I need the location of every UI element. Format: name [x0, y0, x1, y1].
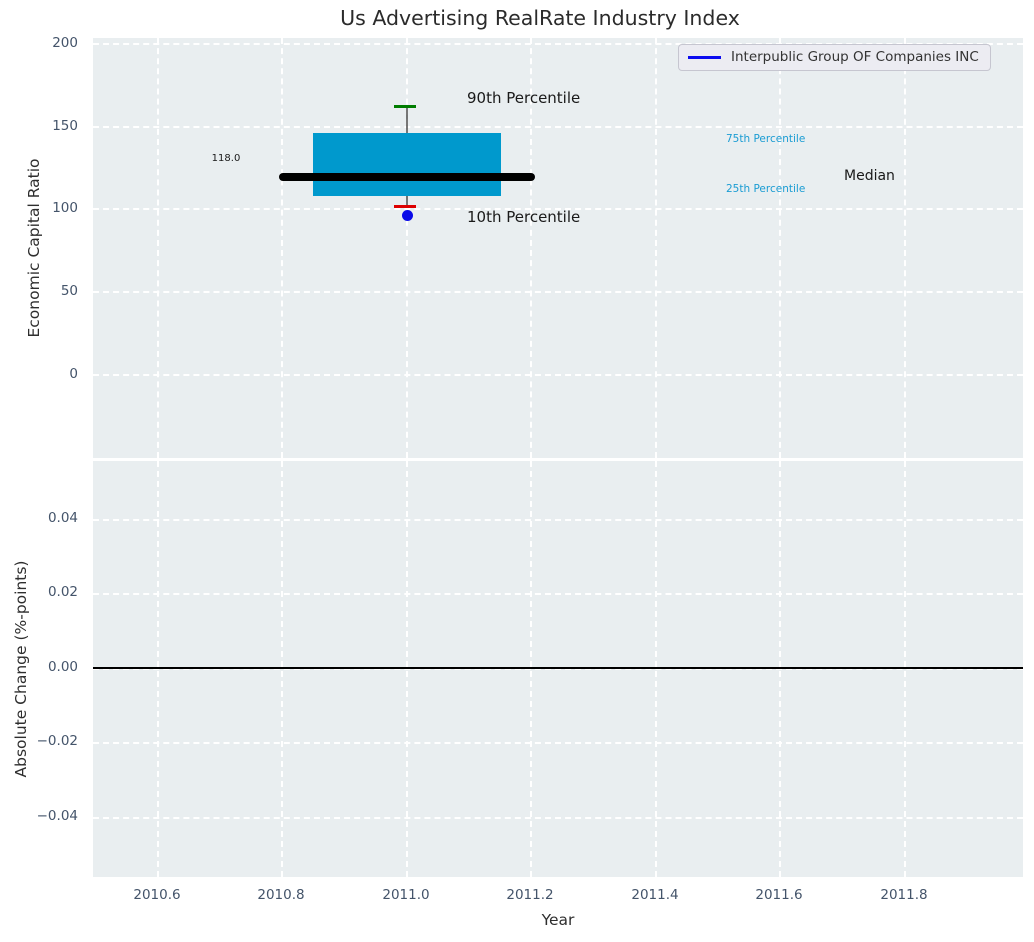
- label-75th-percentile: 75th Percentile: [726, 133, 806, 145]
- grid-line: [281, 38, 283, 458]
- label-10th-percentile: 10th Percentile: [467, 208, 581, 226]
- top-y-axis-label: Economic Capital Ratio: [25, 158, 43, 338]
- chart-title: Us Advertising RealRate Industry Index: [340, 6, 740, 30]
- y-tick: 0.04: [47, 510, 78, 526]
- grid-line: [93, 208, 1023, 210]
- y-tick: 0.02: [47, 584, 78, 600]
- bottom-y-axis-label: Absolute Change (%-points): [12, 560, 30, 778]
- 90th-percentile-cap: [394, 105, 416, 109]
- grid-line: [406, 38, 408, 458]
- grid-line: [93, 817, 1023, 819]
- label-25th-percentile: 25th Percentile: [726, 183, 806, 195]
- y-tick: −0.04: [36, 808, 78, 824]
- iqr-box: [313, 133, 501, 196]
- grid-line: [93, 126, 1023, 128]
- grid-line: [93, 291, 1023, 293]
- grid-line: [93, 668, 1023, 670]
- x-tick: 2011.0: [382, 887, 430, 903]
- zero-reference-line: [93, 667, 1023, 669]
- legend: Interpublic Group OF Companies INC: [678, 44, 991, 71]
- label-median: Median: [844, 168, 895, 184]
- grid-line: [157, 38, 159, 458]
- y-tick: 200: [52, 35, 78, 51]
- x-tick: 2010.6: [133, 887, 181, 903]
- y-tick: 150: [52, 118, 78, 134]
- top-plot-area: 118.0 90th Percentile 10th Percentile 75…: [93, 38, 1023, 458]
- grid-line: [93, 742, 1023, 744]
- y-tick: 50: [60, 283, 78, 299]
- y-tick: −0.02: [36, 733, 78, 749]
- grid-line: [530, 38, 532, 458]
- grid-line: [93, 519, 1023, 521]
- y-tick: 0: [69, 366, 78, 382]
- x-tick: 2011.8: [880, 887, 928, 903]
- x-tick: 2011.6: [755, 887, 803, 903]
- 10th-percentile-cap: [394, 205, 416, 209]
- x-tick: 2010.8: [257, 887, 305, 903]
- legend-line-sample: [688, 55, 721, 59]
- x-axis-label: Year: [541, 911, 575, 929]
- grid-line: [93, 374, 1023, 376]
- y-tick: 0.00: [47, 659, 78, 675]
- grid-line: [93, 593, 1023, 595]
- grid-line: [904, 38, 906, 458]
- bottom-plot-area: [93, 461, 1023, 877]
- y-tick: 100: [52, 200, 78, 216]
- x-tick: 2011.4: [631, 887, 679, 903]
- grid-line: [779, 38, 781, 458]
- grid-line: [655, 38, 657, 458]
- median-line: [279, 173, 535, 181]
- median-value-annotation: 118.0: [211, 153, 241, 164]
- x-tick: 2011.2: [506, 887, 554, 903]
- legend-label: Interpublic Group OF Companies INC: [731, 49, 979, 65]
- label-90th-percentile: 90th Percentile: [467, 89, 581, 107]
- grid-line: [93, 43, 1023, 45]
- company-data-point: [401, 209, 413, 221]
